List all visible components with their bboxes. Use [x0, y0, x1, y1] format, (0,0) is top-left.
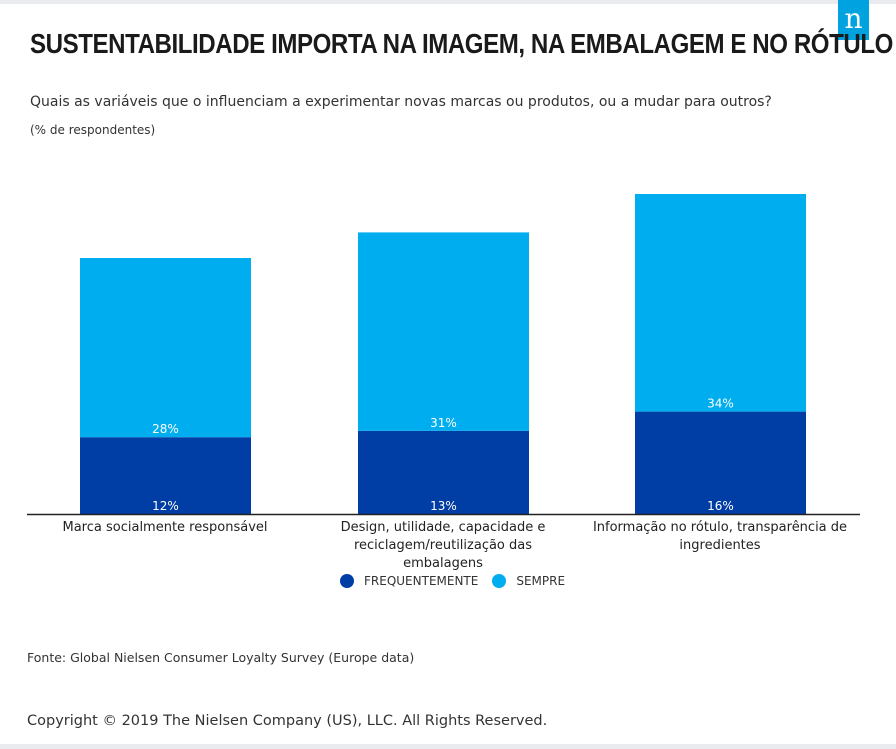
source-note: Fonte: Global Nielsen Consumer Loyalty S… — [27, 650, 415, 665]
data-label-frequentemente-1: 13% — [430, 499, 457, 513]
category-label-2: Informação no rótulo, transparência de i… — [592, 520, 848, 553]
chart-title: SUSTENTABILIDADE IMPORTA NA IMAGEM, NA E… — [30, 28, 893, 59]
bar-sempre-0 — [80, 258, 251, 438]
legend: FREQUENTEMENTE SEMPRE — [340, 574, 579, 588]
copyright-note: Copyright © 2019 The Nielsen Company (US… — [27, 713, 548, 729]
bar-frequentemente-0 — [80, 437, 251, 514]
legend-label-sempre: SEMPRE — [516, 574, 566, 588]
data-label-frequentemente-0: 12% — [152, 499, 179, 513]
legend-label-frequentemente: FREQUENTEMENTE — [364, 574, 479, 588]
data-label-frequentemente-2: 16% — [707, 499, 734, 513]
legend-swatch-frequentemente — [340, 574, 354, 588]
bar-sempre-2 — [635, 194, 806, 412]
bar-frequentemente-1 — [358, 430, 529, 514]
nielsen-logo: n — [838, 0, 869, 40]
unit-note: (% de respondentes) — [30, 123, 156, 137]
legend-item-frequentemente: FREQUENTEMENTE — [340, 574, 478, 588]
legend-swatch-sempre — [492, 574, 507, 588]
data-label-sempre-0: 28% — [152, 422, 179, 436]
category-label-1: Design, utilidade, capacidade e reciclag… — [340, 520, 546, 571]
data-label-sempre-1: 31% — [430, 416, 457, 430]
category-label-0: Marca socialmente responsável — [62, 520, 268, 535]
chart-subtitle: Quais as variáveis que o influenciam a e… — [30, 94, 772, 110]
data-label-sempre-2: 34% — [707, 397, 734, 411]
bar-frequentemente-2 — [635, 411, 806, 514]
legend-item-sempre: SEMPRE — [492, 574, 565, 588]
bar-sempre-1 — [358, 232, 529, 431]
